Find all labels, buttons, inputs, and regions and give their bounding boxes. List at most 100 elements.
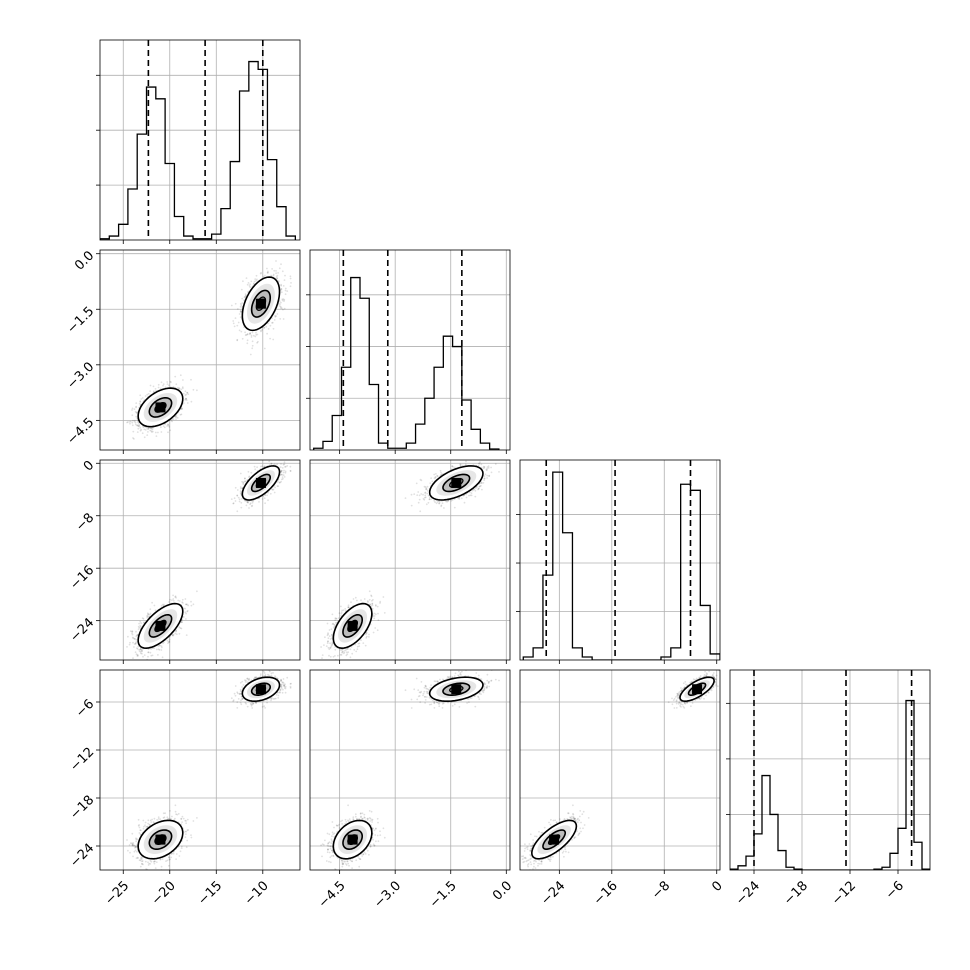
sample-point xyxy=(240,288,243,291)
sample-point xyxy=(146,615,148,617)
sample-point xyxy=(246,333,249,336)
sample-point xyxy=(138,402,141,405)
sample-point xyxy=(131,421,134,424)
sample-point xyxy=(280,284,282,287)
sample-point xyxy=(273,463,276,466)
sample-point xyxy=(190,400,193,403)
sample-point xyxy=(168,641,170,643)
sample-point xyxy=(170,381,172,384)
density-peak xyxy=(155,402,166,413)
sample-point xyxy=(256,466,258,469)
sample-point xyxy=(136,424,139,427)
sample-point xyxy=(142,426,145,429)
sample-point xyxy=(171,420,173,423)
sample-point xyxy=(182,607,185,610)
sample-point xyxy=(143,436,146,439)
sample-point xyxy=(244,334,247,337)
plot-panels xyxy=(96,39,931,874)
sample-point xyxy=(155,648,158,651)
sample-point xyxy=(167,423,169,426)
sample-point xyxy=(178,387,181,390)
sample-point xyxy=(277,481,279,483)
sample-point xyxy=(196,590,198,593)
sample-point xyxy=(172,594,174,597)
sample-point xyxy=(284,274,286,277)
sample-point xyxy=(237,496,240,499)
histogram-panel-0 xyxy=(96,39,301,244)
sample-point xyxy=(139,620,142,623)
sample-point xyxy=(275,272,277,275)
sample-point xyxy=(282,471,285,474)
sample-point xyxy=(184,598,187,600)
sample-point xyxy=(237,321,240,324)
sample-point xyxy=(185,398,187,400)
sample-point xyxy=(239,316,242,319)
sample-point xyxy=(181,598,184,601)
sample-point xyxy=(244,331,247,334)
sample-point xyxy=(170,419,172,422)
sample-point xyxy=(245,294,247,297)
contour-line xyxy=(148,396,173,418)
sample-point xyxy=(186,610,189,612)
sample-point xyxy=(135,415,138,418)
sample-point xyxy=(135,641,138,643)
sample-point xyxy=(139,400,142,403)
sample-point xyxy=(243,296,246,299)
sample-point xyxy=(263,497,266,500)
sample-point xyxy=(180,627,183,630)
sample-point xyxy=(290,458,292,460)
sample-point xyxy=(254,468,257,471)
sample-point xyxy=(280,288,283,290)
sample-point xyxy=(136,431,139,433)
sample-point xyxy=(234,486,237,489)
sample-point xyxy=(147,613,150,616)
sample-point xyxy=(190,600,192,603)
sample-point xyxy=(175,629,177,632)
sample-point xyxy=(142,618,145,620)
sample-point xyxy=(149,651,152,654)
sample-point xyxy=(136,633,139,636)
sample-point xyxy=(160,381,163,384)
sample-point xyxy=(238,498,241,501)
sample-point xyxy=(180,407,183,410)
sample-point xyxy=(160,646,163,649)
sample-point xyxy=(160,649,163,651)
sample-point xyxy=(141,649,143,652)
sample-point xyxy=(244,477,246,480)
sample-point xyxy=(283,279,286,281)
sample-point xyxy=(139,401,142,403)
sample-point xyxy=(246,333,249,335)
sample-point xyxy=(150,427,153,430)
sample-point xyxy=(264,274,266,277)
sample-point xyxy=(132,437,134,439)
sample-point xyxy=(239,490,242,492)
sample-point xyxy=(175,414,178,417)
sample-point xyxy=(134,642,137,645)
sample-point xyxy=(246,500,249,503)
sample-point xyxy=(136,411,138,414)
sample-point xyxy=(127,635,129,638)
sample-point xyxy=(246,283,249,286)
sample-point xyxy=(273,269,276,272)
sample-point xyxy=(234,317,237,319)
sample-point xyxy=(192,603,195,606)
sample-point xyxy=(174,375,177,378)
sample-point xyxy=(255,334,258,336)
sample-point xyxy=(236,339,239,342)
sample-point xyxy=(270,462,273,465)
sample-point xyxy=(282,285,285,287)
sample-point xyxy=(131,636,134,639)
sample-point xyxy=(181,387,184,390)
sample-point xyxy=(131,407,134,410)
sample-point xyxy=(163,426,166,429)
sample-point xyxy=(137,427,140,430)
sample-point xyxy=(147,427,150,430)
sample-point xyxy=(147,428,149,431)
sample-point xyxy=(129,630,132,633)
sample-point xyxy=(166,639,169,642)
sample-point xyxy=(157,654,159,656)
sample-point xyxy=(244,295,246,298)
sample-point xyxy=(139,648,142,651)
sample-point xyxy=(168,640,171,643)
sample-point xyxy=(167,424,170,427)
